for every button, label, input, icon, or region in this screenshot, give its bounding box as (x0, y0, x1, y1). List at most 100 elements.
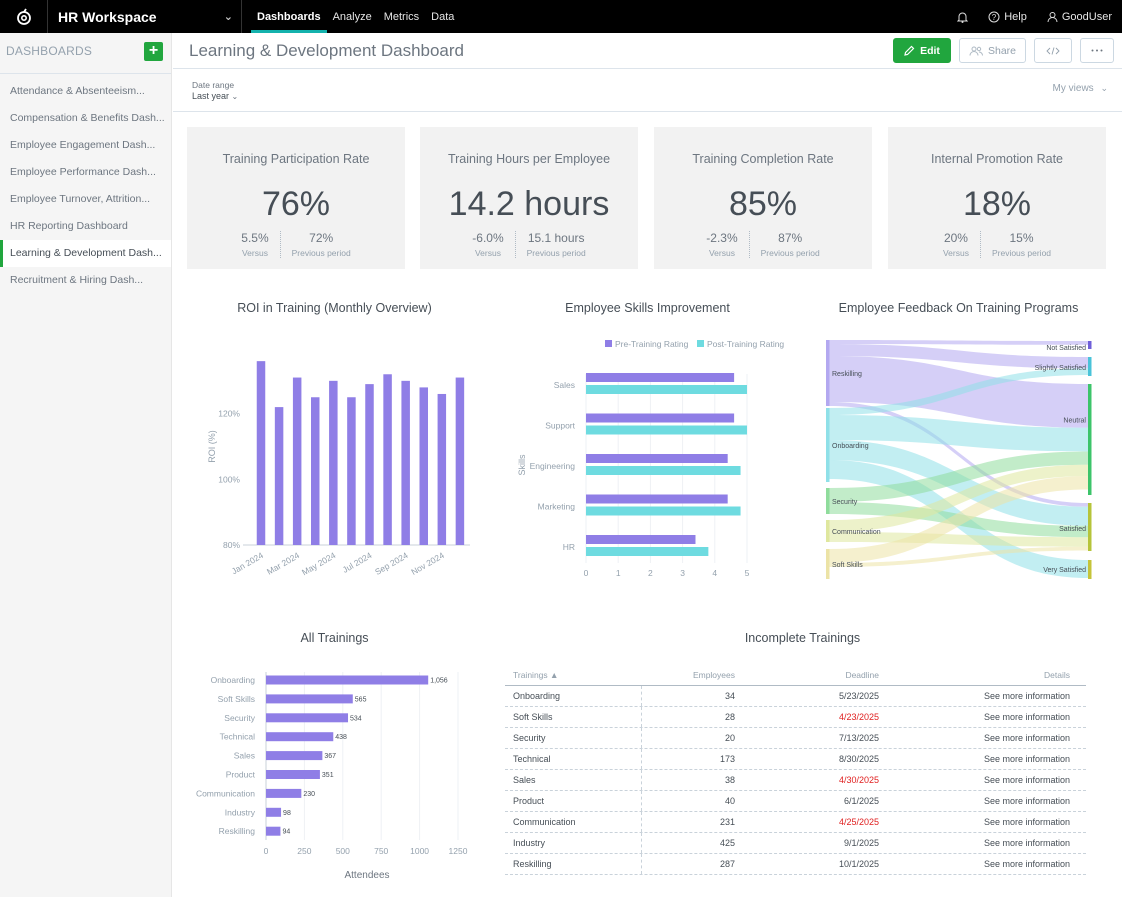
details-link[interactable]: See more information (983, 691, 1070, 701)
nav-dashboards[interactable]: Dashboards (251, 0, 327, 33)
sankey-source-node[interactable] (826, 488, 830, 514)
post-training-bar[interactable] (586, 466, 741, 475)
help-button[interactable]: ? Help (978, 11, 1037, 23)
details-link[interactable]: See more information (983, 796, 1070, 806)
share-button[interactable]: Share (959, 38, 1026, 63)
user-menu[interactable]: GoodUser (1037, 11, 1122, 23)
add-dashboard-button[interactable]: + (144, 41, 163, 61)
sankey-link[interactable] (829, 451, 1089, 502)
post-training-bar[interactable] (586, 385, 747, 394)
details-link[interactable]: See more information (983, 775, 1070, 785)
details-link[interactable]: See more information (983, 838, 1070, 848)
table-row[interactable]: Product 40 6/1/2025 See more information (505, 791, 1086, 812)
post-training-bar[interactable] (586, 506, 741, 516)
all-trainings-chart[interactable]: 0 250 500 750 1000 1250 Attendees Onboarding 1,0… (187, 660, 487, 890)
table-row[interactable]: Sales 38 4/30/2025 See more information (505, 770, 1086, 791)
kpi-card-participation[interactable]: Training Participation Rate 76% 5.5% Vers… (187, 127, 405, 269)
legend-label[interactable]: Pre-Training Rating (615, 339, 689, 349)
sankey-source-node[interactable] (826, 340, 830, 406)
table-row[interactable]: Industry 425 9/1/2025 See more information (505, 833, 1086, 854)
pre-training-bar[interactable] (586, 454, 728, 463)
sankey-link[interactable] (829, 415, 1089, 452)
sankey-link[interactable] (829, 344, 1089, 369)
training-bar[interactable] (266, 826, 281, 836)
roi-bar[interactable] (256, 361, 266, 545)
legend-label[interactable]: Post-Training Rating (707, 339, 784, 349)
pre-training-bar[interactable] (586, 494, 728, 504)
sankey-source-node[interactable] (826, 408, 830, 482)
sankey-target-node[interactable] (1088, 341, 1092, 349)
notifications-button[interactable] (947, 11, 978, 23)
roi-bar[interactable] (292, 377, 302, 545)
sankey-link[interactable] (829, 402, 1089, 507)
roi-bar[interactable] (419, 387, 429, 545)
sankey-link[interactable] (829, 340, 1089, 345)
sankey-link[interactable] (829, 532, 1089, 547)
roi-bar[interactable] (311, 397, 320, 545)
training-bar[interactable] (266, 770, 320, 779)
skills-chart[interactable]: Pre-Training Rating Post-Training Rating 0… (505, 320, 805, 590)
table-row[interactable]: Soft Skills 28 4/23/2025 See more informati… (505, 707, 1086, 728)
training-bar[interactable] (266, 807, 282, 817)
sankey-source-node[interactable] (826, 549, 830, 579)
sidebar-item-learning[interactable]: Learning & Development Dash... (0, 240, 171, 267)
nav-data[interactable]: Data (431, 10, 455, 23)
roi-bar[interactable] (401, 380, 410, 545)
roi-bar[interactable] (329, 380, 338, 545)
kpi-card-completion[interactable]: Training Completion Rate 85% -2.3% Versus… (654, 127, 872, 269)
feedback-sankey-chart[interactable]: Reskilling Onboarding Security Communicatio… (820, 320, 1100, 590)
details-link[interactable]: See more information (983, 817, 1070, 827)
kpi-card-promotion[interactable]: Internal Promotion Rate 18% 20% Versus 15… (888, 127, 1106, 269)
table-row[interactable]: Reskilling 287 10/1/2025 See more informati… (505, 854, 1086, 875)
training-bar[interactable] (266, 694, 353, 704)
details-link[interactable]: See more information (983, 754, 1070, 764)
training-bar[interactable] (266, 751, 323, 761)
training-bar[interactable] (266, 675, 429, 685)
details-link[interactable]: See more information (983, 859, 1070, 869)
sankey-target-node[interactable] (1088, 357, 1092, 376)
nav-metrics[interactable]: Metrics (383, 10, 420, 23)
sankey-target-node[interactable] (1088, 503, 1092, 551)
sankey-target-node[interactable] (1088, 384, 1092, 495)
training-bar[interactable] (266, 732, 334, 742)
kpi-card-training-hours[interactable]: Training Hours per Employee 14.2 hours -… (420, 127, 638, 269)
sidebar-item-engagement[interactable]: Employee Engagement Dash... (10, 139, 156, 151)
embed-button[interactable] (1034, 38, 1072, 63)
post-training-bar[interactable] (586, 425, 747, 435)
table-row[interactable]: Security 20 7/13/2025 See more information (505, 728, 1086, 749)
sankey-target-node[interactable] (1088, 560, 1092, 579)
sankey-link[interactable] (829, 476, 1089, 563)
sidebar-item-hr-reporting[interactable]: HR Reporting Dashboard (10, 220, 128, 232)
date-range-filter[interactable]: Last year ⌄ (192, 91, 238, 101)
details-link[interactable]: See more information (983, 712, 1070, 722)
nav-analyze[interactable]: Analyze (332, 10, 372, 23)
table-row[interactable]: Technical 173 8/30/2025 See more informatio… (505, 749, 1086, 770)
sidebar-item-attendance[interactable]: Attendance & Absenteeism... (10, 85, 145, 97)
column-header-employees[interactable]: Employees (692, 669, 735, 680)
post-training-bar[interactable] (586, 547, 709, 556)
more-options-button[interactable] (1080, 38, 1114, 63)
roi-bar[interactable] (274, 407, 284, 545)
details-link[interactable]: See more information (983, 733, 1070, 743)
column-header-deadline[interactable]: Deadline (845, 669, 879, 680)
column-header-details[interactable]: Details (1044, 669, 1070, 680)
column-header-trainings[interactable]: Trainings ▲ (513, 669, 559, 680)
sidebar-item-performance[interactable]: Employee Performance Dash... (10, 166, 156, 178)
training-bar[interactable] (266, 788, 302, 798)
sankey-link[interactable] (829, 464, 1089, 532)
roi-bar[interactable] (365, 384, 374, 545)
logo-icon[interactable] (0, 0, 48, 33)
sidebar-item-turnover[interactable]: Employee Turnover, Attrition... (10, 193, 151, 205)
roi-bar[interactable] (383, 374, 392, 545)
pre-training-bar[interactable] (586, 535, 696, 544)
training-bar[interactable] (266, 713, 349, 723)
sankey-source-node[interactable] (826, 520, 830, 542)
roi-bar[interactable] (347, 397, 356, 545)
edit-button[interactable]: Edit (893, 38, 951, 63)
sidebar-item-recruitment[interactable]: Recruitment & Hiring Dash... (10, 274, 144, 286)
sidebar-item-compensation[interactable]: Compensation & Benefits Dash... (10, 112, 165, 124)
my-views-dropdown[interactable]: My views ⌄ (1053, 83, 1108, 94)
workspace-switcher[interactable]: HR Workspace ⌄ (48, 0, 242, 33)
pre-training-bar[interactable] (586, 373, 735, 382)
